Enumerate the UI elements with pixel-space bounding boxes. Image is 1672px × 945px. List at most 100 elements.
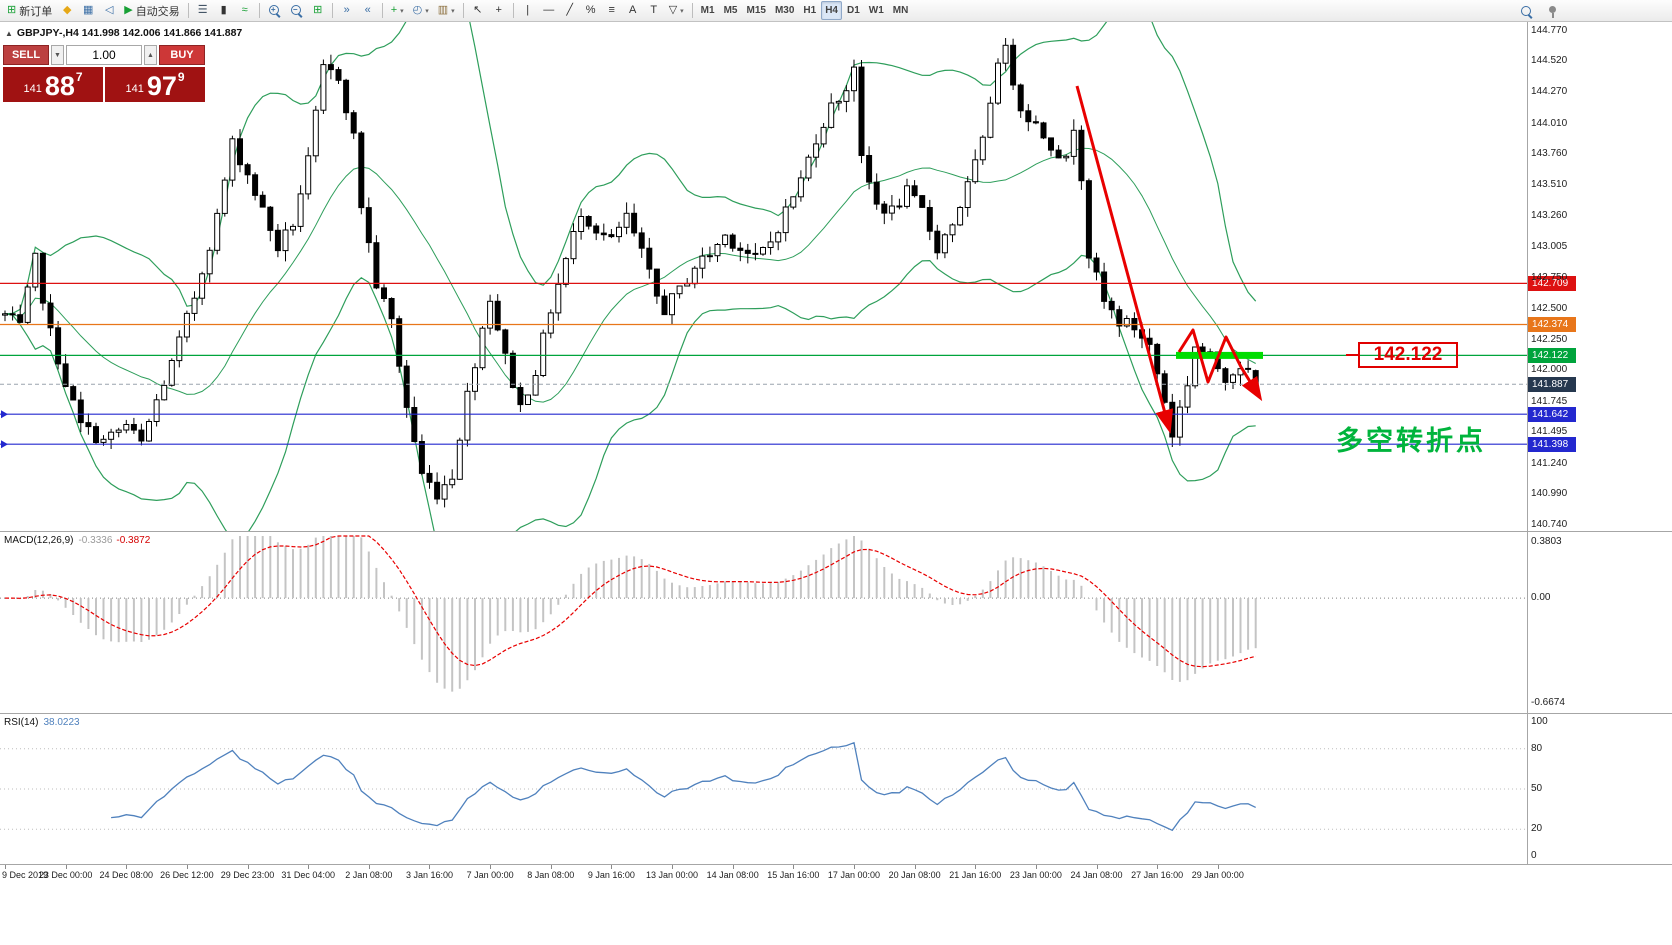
channel-button-icon: % [585,4,596,16]
turning-point-text[interactable]: 多空转折点 [1336,426,1486,456]
macd-axis: 0.3803 0.00 -0.6674 [1528,532,1672,713]
timeframe-m1-button-label: M1 [700,5,715,16]
price-tick-label: 143.760 [1531,148,1568,160]
indicators-button[interactable]: + ▾ [387,1,408,20]
rsi-panel[interactable] [0,714,1527,864]
price-annotation-box[interactable]: 142.122 [1358,342,1458,368]
main-chart-panel[interactable] [0,0,1527,619]
crosshair-button[interactable]: + [489,1,509,20]
cursor-button[interactable]: ↖ [468,1,488,20]
macd-scale-label: 0.3803 [1531,536,1562,547]
timeframe-w1-button-label: W1 [868,5,884,16]
search-button[interactable] [1516,2,1537,21]
sell-button[interactable]: SELL [3,45,49,65]
price-tick-label: 144.520 [1531,55,1568,67]
time-axis-label: 24 Jan 08:00 [1070,870,1123,880]
pin-chart-button[interactable] [1542,2,1563,21]
timeframe-h1-button[interactable]: H1 [799,1,820,20]
timeframe-m30-button[interactable]: M30 [771,1,798,20]
volume-decrease-button[interactable]: ▼ [51,45,64,65]
price-tick-label: 144.270 [1531,85,1568,97]
macd-indicator-label: MACD(12,26,9) -0.3336 -0.3872 [4,535,150,546]
rsi-axis: 100 80 50 20 0 [1528,714,1672,864]
periods-button-caret: ▾ [425,7,429,15]
data-window-button[interactable]: ▦ [78,1,98,20]
timeframe-m5-button[interactable]: M5 [720,1,742,20]
price-tick-label: 142.750 [1531,272,1568,284]
text-button-icon: A [629,4,637,16]
zoom-out-button[interactable]: − [286,1,307,20]
horizontal-line-button[interactable]: — [539,1,559,20]
time-axis-label: 9 Jan 16:00 [587,870,635,880]
trend-arrow-line[interactable] [1075,85,1174,434]
bollinger-middle-band [4,147,1256,403]
data-window-button-icon: ▦ [83,4,94,16]
channel-button[interactable]: % [581,1,601,20]
toolbar-separator [512,3,514,18]
fibonacci-button[interactable]: ≡ [602,1,622,20]
label-button[interactable]: T [644,1,664,20]
buy-price-button[interactable]: 141 97 9 [105,67,205,102]
timeframe-h4-button[interactable]: H4 [821,1,842,20]
zigzag-forecast-arrow[interactable] [1177,328,1263,402]
market-watch-button[interactable]: ◆ [57,1,77,20]
trendline-button-icon: ╱ [566,4,573,16]
templates-button[interactable]: ▥ ▾ [434,1,459,20]
rsi-scale-label: 100 [1531,716,1548,727]
rsi-scale-label: 0 [1531,850,1537,861]
rsi-scale-label: 80 [1531,742,1543,754]
trade-panel-collapse-icon[interactable]: ▲ [5,28,13,38]
buy-button[interactable]: BUY [159,45,205,65]
tile-windows-button[interactable]: ⊞ [308,1,328,20]
timeframe-w1-button[interactable]: W1 [865,1,888,20]
periods-button-icon: ◴ [412,4,423,16]
timeframe-d1-button[interactable]: D1 [843,1,864,20]
sell-price-prefix: 141 [23,83,42,95]
bar-chart-button[interactable]: ☰ [193,1,213,20]
zoom-in-button[interactable]: + [264,1,285,20]
axis-price-badge-141.887: 141.887 [1528,376,1576,392]
terminal-button-icon: ◁ [104,4,114,16]
rsi-scale-label: 50 [1531,783,1543,794]
shapes-button[interactable]: ▽ ▾ [665,1,688,20]
sell-price-button[interactable]: 141 88 7 [3,67,103,102]
time-axis-label: 13 Jan 00:00 [646,870,699,880]
macd-histogram [11,536,1257,692]
buy-price-big: 97 [146,71,177,101]
price-tick-label: 143.005 [1531,241,1568,253]
text-button[interactable]: A [623,1,643,20]
candlestick-chart-button[interactable]: ▮ [214,1,234,20]
buy-price-sup: 9 [177,70,185,84]
timeframe-mn-button[interactable]: MN [889,1,913,20]
price-tick-label: 142.500 [1531,303,1568,314]
zoom-in-button-icon: + [268,4,281,17]
horizontal-line-button-icon: — [543,4,555,16]
terminal-button[interactable]: ◁ [99,1,119,20]
macd-panel[interactable] [0,532,1527,713]
macd-signal-value: -0.3872 [116,535,151,546]
trendline-button[interactable]: ╱ [560,1,580,20]
timeframe-m1-button[interactable]: M1 [697,1,719,20]
new-order-button[interactable]: ⊞ 新订单 [3,1,56,20]
auto-trading-button[interactable]: ▶ 自动交易 [120,1,183,20]
panel-separator [0,713,1672,714]
new-order-button-icon: ⊞ [7,4,17,16]
vertical-line-button[interactable]: | [518,1,538,20]
price-axis-border [1527,22,1528,865]
macd-main-value: -0.3336 [78,535,113,546]
volume-input[interactable]: 1.00 [66,45,142,65]
toolbar-separator [331,3,333,18]
toolbar: ⊞ 新订单 ◆ ▦ ◁ ▶ 自动交易 ☰ ▮ ≈ + − ⊞» «+ ▾ ◴ ▾ ▥ ▾ ↖ + | — ╱% ≡ A T ▽ ▾ M1 M… [0,0,1672,22]
axis-price-badge-142.709: 142.709 [1528,275,1576,291]
auto-scroll-button[interactable]: » [337,1,357,20]
periods-button[interactable]: ◴ ▾ [409,1,433,20]
templates-button-caret: ▾ [451,7,455,15]
chart-shift-button[interactable]: « [358,1,378,20]
templates-button-icon: ▥ [437,4,449,16]
volume-increase-button[interactable]: ▲ [144,45,157,65]
timeframe-m15-button[interactable]: M15 [742,1,769,20]
toolbar-separator [187,3,189,18]
auto-trading-button-icon: ▶ [124,4,133,16]
price-tick-label: 141.495 [1531,426,1568,438]
line-chart-button[interactable]: ≈ [235,1,255,20]
